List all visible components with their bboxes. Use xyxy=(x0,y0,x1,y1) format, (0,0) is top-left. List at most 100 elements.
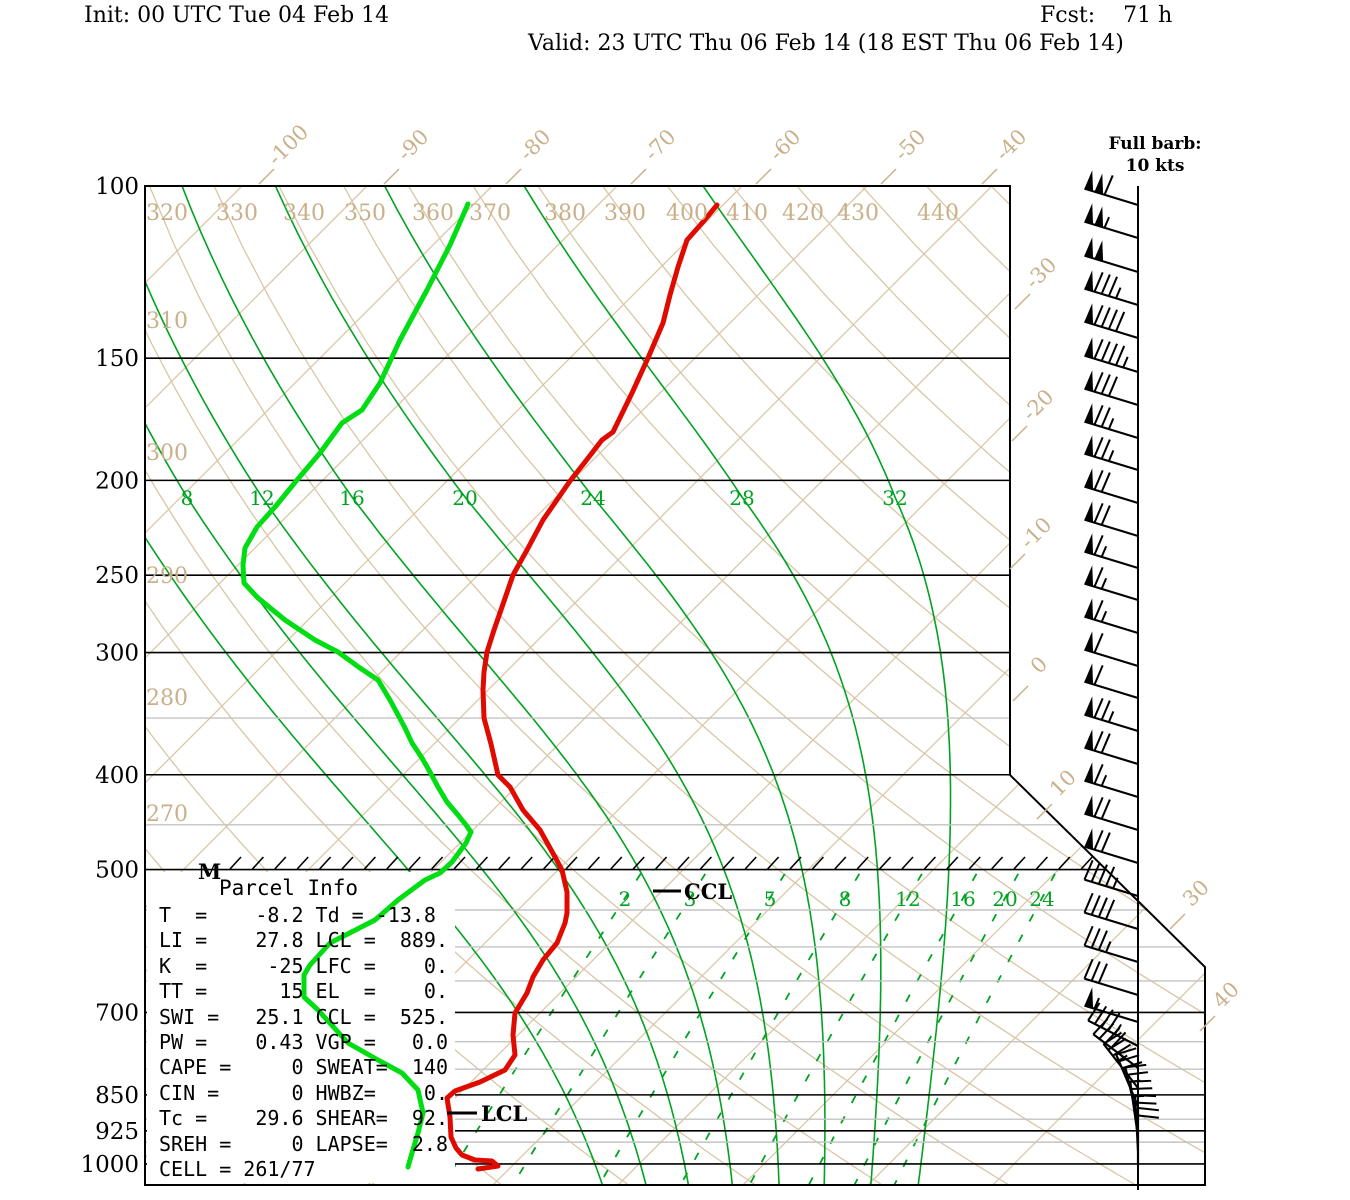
parcel-info-line: LI = 27.8 LCL = 889. xyxy=(159,928,448,953)
wind-barb-pennant xyxy=(1084,435,1094,457)
wind-barb xyxy=(1084,501,1139,538)
hatch-tick xyxy=(744,856,757,870)
wind-barb-full xyxy=(1093,469,1104,491)
wind-barb-half xyxy=(1100,545,1108,558)
isotherm-label-tick xyxy=(505,168,522,185)
hatch-tick xyxy=(229,856,242,870)
wind-barb-full xyxy=(1100,505,1111,526)
hatch-tick xyxy=(386,856,399,870)
isotherm-label-tick xyxy=(1011,425,1028,442)
wind-barb-half xyxy=(1093,997,1100,1010)
wind-barb-pennant xyxy=(1084,270,1094,292)
wind-barb-full xyxy=(1100,733,1111,754)
wind-barb-pennant xyxy=(1084,170,1094,192)
wind-barb xyxy=(1084,170,1139,207)
wind-barb-legend-line2: 10 kts xyxy=(1125,156,1185,176)
pressure-axis-label: 200 xyxy=(95,468,139,494)
forecast-hour-label: Fcst: 71 h xyxy=(1040,3,1173,28)
wind-barb-pennant xyxy=(1084,795,1094,817)
wind-barb-staff xyxy=(1136,1107,1140,1165)
wind-barb xyxy=(1084,795,1139,832)
mixing-ratio-line xyxy=(891,873,1056,1185)
wind-barb-full xyxy=(1135,1101,1157,1105)
wind-barb xyxy=(1084,762,1139,799)
wind-barb xyxy=(1084,565,1139,602)
isotherm-line xyxy=(145,186,368,1185)
wind-barb-full xyxy=(1093,796,1104,818)
dry-adiabat-label: 370 xyxy=(469,201,511,226)
wind-barb-half xyxy=(1107,711,1115,723)
wind-barb xyxy=(1084,533,1139,570)
pressure-axis-label: 1000 xyxy=(80,1152,139,1178)
wind-barb-pennant xyxy=(1084,762,1094,784)
dry-adiabat-label: 270 xyxy=(146,802,188,827)
wind-barb xyxy=(1083,859,1139,898)
wind-barb-staff xyxy=(1084,550,1139,570)
mixing-ratio-label: 24 xyxy=(1029,887,1054,911)
wind-barb-full xyxy=(1097,963,1108,984)
wind-barb-full xyxy=(1090,928,1101,949)
wind-barb-staff xyxy=(1084,518,1139,538)
wind-barb xyxy=(1084,403,1139,440)
wind-barb-full xyxy=(1131,1087,1153,1090)
wind-barb-staff xyxy=(1084,187,1139,207)
parcel-info-line: K = -25 LFC = 0. xyxy=(159,953,448,978)
pressure-axis-label: 300 xyxy=(95,641,139,667)
parcel-info-line: T = -8.2 Td = -13.8 xyxy=(159,903,436,927)
isotherm-label-tick xyxy=(981,168,998,185)
wind-barb-full xyxy=(1100,307,1111,328)
wind-barb-full xyxy=(1100,472,1111,493)
isotherm-label-right: 40 xyxy=(1208,977,1244,1013)
wind-barb-full xyxy=(1093,371,1104,393)
hatch-tick xyxy=(274,856,287,870)
hatch-tick xyxy=(251,856,264,870)
wind-barb-full xyxy=(1083,925,1094,947)
wind-barb xyxy=(1084,303,1139,340)
wind-barb-half xyxy=(1105,941,1112,953)
moist-adiabat-label: 32 xyxy=(882,486,907,510)
wind-barb-staff xyxy=(1084,220,1139,240)
wind-barb xyxy=(1136,1107,1159,1165)
wind-barb-half xyxy=(1100,577,1108,590)
wind-barb-staff xyxy=(1084,779,1139,799)
mixing-ratio-label: 3 xyxy=(684,887,697,911)
wind-barb-half xyxy=(1107,450,1115,462)
moist-adiabat-label: 8 xyxy=(181,486,194,510)
hatch-tick xyxy=(431,856,444,870)
wind-barb-staff xyxy=(1084,420,1139,440)
hatch-tick xyxy=(543,856,556,870)
isotherm-label-top: -40 xyxy=(991,125,1032,166)
pressure-axis-label: 500 xyxy=(95,858,139,884)
mixing-ratio-line xyxy=(806,873,978,1185)
parcel-info-line: TT = 15 EL = 0. xyxy=(159,979,448,1004)
parcel-info-title: Parcel Info xyxy=(219,876,359,900)
wind-barb-full xyxy=(1130,1079,1152,1083)
temperature-curve xyxy=(444,202,720,1172)
hatch-tick xyxy=(1058,856,1071,870)
wind-barb-pennant xyxy=(1084,403,1094,425)
wind-barb-full xyxy=(1083,892,1094,914)
moist-adiabat-label: 24 xyxy=(580,486,605,510)
moist-adiabat-line xyxy=(145,186,606,1185)
wind-barb xyxy=(1084,631,1139,668)
wind-barb-full xyxy=(1093,436,1104,458)
wind-barb xyxy=(1084,468,1139,505)
parcel-info-line: SREH = 0 LAPSE= 2.8 xyxy=(159,1131,448,1156)
wind-barb-pennant xyxy=(1084,598,1094,620)
pressure-axis-label: 250 xyxy=(95,563,139,589)
isotherm-label-top: -90 xyxy=(393,125,434,166)
wind-barb-staff xyxy=(1087,1019,1139,1047)
isotherm-label-tick xyxy=(258,168,275,185)
wind-barb xyxy=(1084,828,1139,865)
mixing-ratio-label: 16 xyxy=(950,887,975,911)
wind-barb-staff xyxy=(1084,287,1139,307)
hatch-tick xyxy=(923,856,936,870)
pressure-axis-label: 400 xyxy=(95,763,139,789)
wind-barb-pennant xyxy=(1084,303,1094,325)
wind-barb-half xyxy=(1103,216,1110,229)
isotherm-label-tick xyxy=(1199,1015,1216,1032)
wind-barb-staff xyxy=(1084,648,1139,668)
dry-adiabat-label: 380 xyxy=(544,201,586,226)
dry-adiabat-line xyxy=(537,186,1205,1185)
